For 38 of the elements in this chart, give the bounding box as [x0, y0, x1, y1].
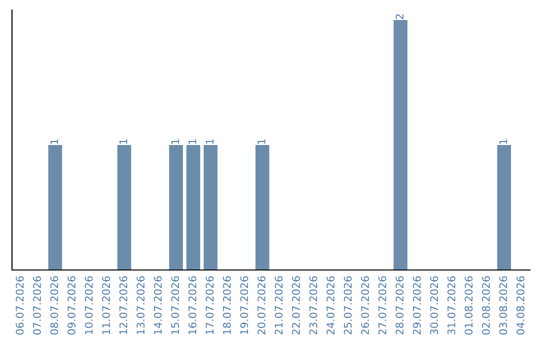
data-label: 1 — [171, 139, 179, 144]
x-tick-label: 15.07.2026 — [171, 276, 180, 334]
x-tick-label: 20.07.2026 — [258, 276, 266, 334]
x-tick-label: 26.07.2026 — [361, 276, 369, 334]
x-tick-label: 03.08.2026 — [499, 276, 508, 335]
x-tick-label: 28.07.2026 — [396, 276, 404, 334]
x-tick-label: 27.07.2026 — [378, 276, 386, 334]
x-tick-label: 04.08.2026 — [516, 276, 524, 335]
x-tick-label: 01.08.2026 — [464, 276, 473, 335]
x-tick-label: 22.07.2026 — [292, 276, 300, 334]
x-tick-label: 16.07.2026 — [188, 276, 196, 334]
data-label: 1 — [188, 139, 196, 144]
x-tick-label: 07.07.2026 — [33, 276, 41, 335]
x-tick-label: 17.07.2026 — [206, 276, 214, 334]
x-tick-label: 23.07.2026 — [309, 276, 318, 334]
data-label: 1 — [206, 139, 214, 144]
x-tick-label: 25.07.2026 — [344, 276, 352, 334]
data-label: 1 — [50, 139, 58, 144]
data-label: 1 — [258, 139, 266, 144]
x-tick-label: 24.07.2026 — [326, 276, 334, 334]
x-tick-label: 14.07.2026 — [154, 276, 162, 334]
data-label: 1 — [120, 139, 128, 144]
x-tick-label: 02.08.2026 — [482, 276, 490, 335]
x-tick-label: 10.07.2026 — [84, 276, 93, 334]
x-tick-label: 21.07.2026 — [274, 276, 283, 334]
x-tick-label: 19.07.2026 — [240, 276, 248, 334]
x-tick-label: 11.07.2026 — [102, 276, 110, 334]
x-tick-label: 08.07.2026 — [50, 276, 58, 335]
x-tick-label: 18.07.2026 — [222, 276, 231, 334]
x-tick-label: 29.07.2026 — [412, 276, 421, 334]
x-tick-label: 09.07.2026 — [68, 276, 76, 335]
data-label: 2 — [396, 14, 404, 20]
x-tick-label: 31.07.2026 — [447, 276, 456, 334]
x-tick-label: 06.07.2026 — [16, 276, 24, 335]
x-tick-label: 13.07.2026 — [136, 276, 145, 334]
x-tick-label: 12.07.2026 — [119, 276, 128, 334]
data-label: 1 — [499, 139, 507, 144]
x-tick-label: 30.07.2026 — [430, 276, 438, 334]
